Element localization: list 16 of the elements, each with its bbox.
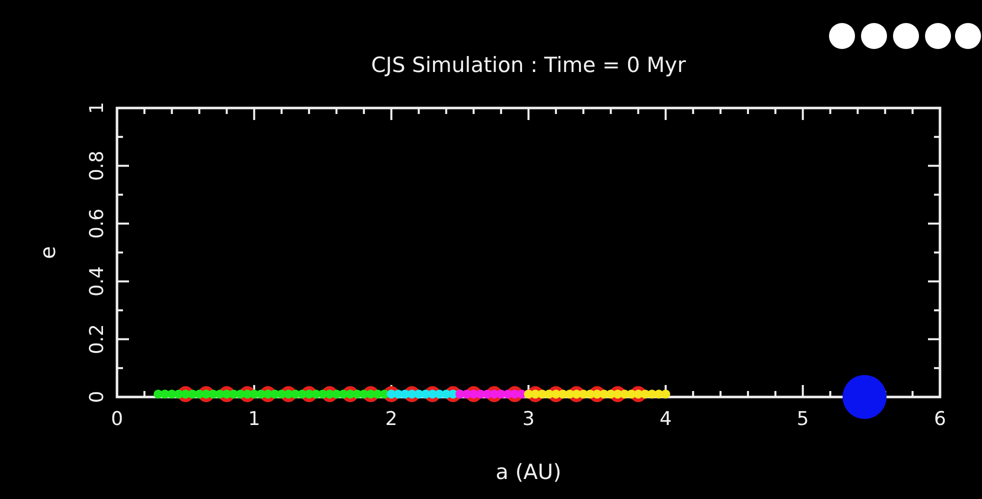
x-axis-title: a (AU) <box>496 460 562 484</box>
x-tick-label: 6 <box>934 408 946 430</box>
y-tick-label: 0.6 <box>86 208 108 239</box>
y-axis-title: e <box>36 246 60 259</box>
y-tick-label: 0 <box>86 390 108 404</box>
x-tick-label: 4 <box>660 408 672 430</box>
x-tick-label: 5 <box>796 408 809 430</box>
y-tick-label: 0.8 <box>86 150 108 181</box>
y-tick-label: 0.4 <box>86 266 108 297</box>
x-tick-label: 0 <box>110 408 124 430</box>
y-tick-label: 0.2 <box>86 324 108 354</box>
x-tick-label: 3 <box>522 408 535 430</box>
x-tick-label: 1 <box>248 408 260 430</box>
y-tick-label: 1 <box>86 102 108 114</box>
chart-title: CJS Simulation : Time = 0 Myr <box>371 53 686 77</box>
x-tick-label: 2 <box>385 408 398 430</box>
